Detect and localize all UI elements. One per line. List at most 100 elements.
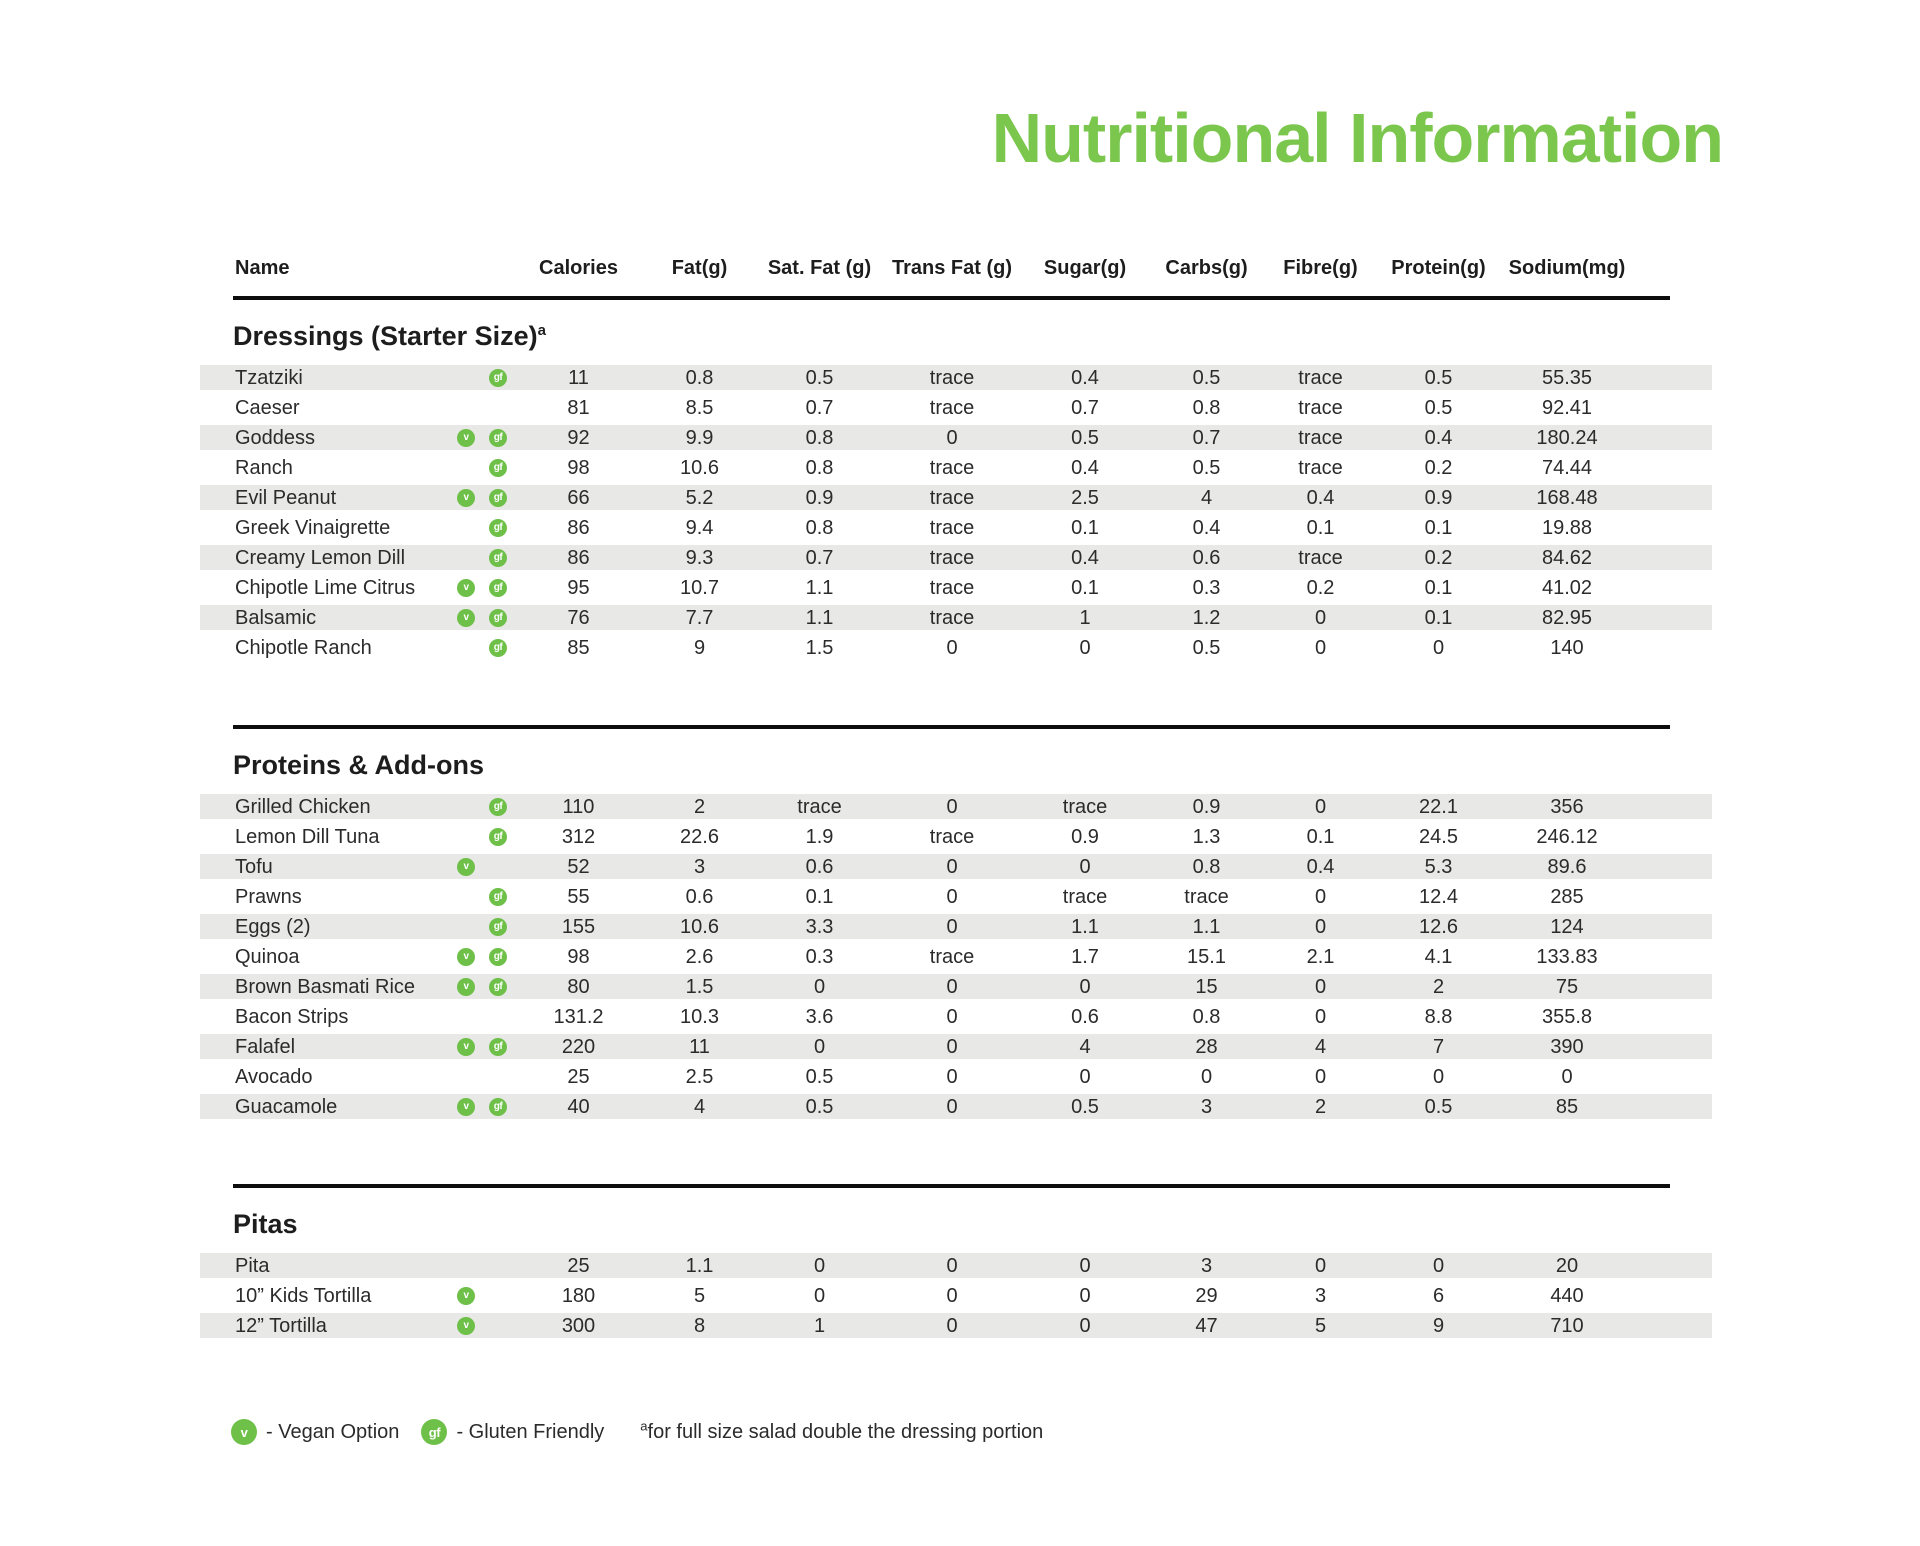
cell-sat_fat: trace — [797, 795, 842, 818]
column-header-sodium: Sodium(mg) — [1508, 256, 1626, 279]
cell-trans_fat: trace — [929, 825, 975, 848]
cell-protein: 0 — [1432, 636, 1445, 659]
cell-sugar: 0 — [1079, 1065, 1091, 1088]
vegan-badge-cell: v — [450, 1287, 482, 1305]
cell-calories: 52 — [567, 855, 590, 878]
cell-fibre: 5 — [1314, 1314, 1327, 1337]
cell-sodium: 710 — [1550, 1314, 1584, 1337]
vegan-badge-cell: v — [450, 978, 482, 996]
gluten-friendly-badge: gf — [489, 798, 507, 816]
cell-sat_fat: 0.7 — [805, 546, 834, 569]
section-heading-footnote-marker: a — [537, 322, 546, 339]
cell-fat: 10.3 — [680, 1005, 719, 1028]
table-row: Evil Peanut v gf 66 5.2 0.9 trace 2.5 4 0.4 0.9 168… — [200, 483, 1712, 513]
cell-carbs: 15 — [1195, 975, 1218, 998]
cell-sodium: 285 — [1550, 885, 1584, 908]
cell-sodium: 440 — [1550, 1284, 1584, 1307]
cell-protein: 0 — [1432, 1254, 1445, 1277]
cell-protein: 0.1 — [1424, 516, 1453, 539]
footnote: afor full size salad double the dressing… — [640, 1419, 1043, 1444]
vegan-badge: v — [457, 948, 475, 966]
item-name: Grilled Chicken — [235, 795, 371, 818]
cell-protein: 12.6 — [1419, 915, 1458, 938]
gluten-friendly-badge: gf — [489, 459, 507, 477]
item-name: Chipotle Lime Citrus — [235, 576, 416, 599]
cell-fat: 9.4 — [685, 516, 714, 539]
cell-fat: 9 — [693, 636, 706, 659]
cell-carbs: 4 — [1200, 486, 1213, 509]
item-name: Bacon Strips — [235, 1005, 349, 1028]
table-row: Avocado 25 2.5 0.5 0 0 0 0 0 0 — [200, 1062, 1712, 1092]
cell-calories: 11 — [568, 366, 589, 389]
cell-sugar: 0.1 — [1071, 516, 1099, 539]
cell-fat: 0.8 — [685, 366, 714, 389]
cell-sugar: 0.4 — [1071, 546, 1099, 569]
cell-carbs: 0.5 — [1192, 456, 1221, 479]
cell-calories: 66 — [567, 486, 590, 509]
vegan-badge-cell: v — [450, 489, 482, 507]
cell-sat_fat: 0.8 — [805, 426, 834, 449]
cell-fibre: 0 — [1314, 795, 1327, 818]
column-header-trans-fat: Trans Fat (g) — [891, 256, 1012, 279]
cell-protein: 9 — [1432, 1314, 1445, 1337]
table-row: Falafel v gf 220 11 0 0 4 28 4 7 390 — [200, 1032, 1712, 1062]
table-row: Eggs (2) gf 155 10.6 3.3 0 1.1 1.1 0 12.6 124 — [200, 912, 1712, 942]
section-heading: Dressings (Starter Size)a — [200, 318, 1712, 354]
cell-trans_fat: trace — [929, 516, 975, 539]
cell-carbs: 15.1 — [1187, 945, 1226, 968]
item-name: Falafel — [235, 1035, 296, 1058]
cell-sodium: 140 — [1550, 636, 1584, 659]
vegan-badge: v — [457, 1098, 475, 1116]
table-row: Quinoa v gf 98 2.6 0.3 trace 1.7 15.1 2.1 4.1 133.8… — [200, 942, 1712, 972]
cell-sugar: 0.5 — [1071, 426, 1099, 449]
vegan-badge: v — [457, 489, 475, 507]
gluten-friendly-badge-cell: gf — [482, 579, 514, 597]
cell-carbs: 0.7 — [1192, 426, 1221, 449]
cell-sat_fat: 0 — [813, 975, 826, 998]
cell-trans_fat: 0 — [946, 1314, 958, 1337]
cell-calories: 180 — [561, 1284, 596, 1307]
header-divider — [233, 296, 1670, 300]
cell-carbs: 3 — [1200, 1254, 1213, 1277]
cell-fat: 1.1 — [685, 1254, 714, 1277]
gluten-friendly-badge-cell: gf — [482, 609, 514, 627]
cell-trans_fat: 0 — [946, 885, 958, 908]
column-header-carbs: Carbs(g) — [1165, 256, 1248, 279]
gluten-friendly-badge-cell: gf — [482, 429, 514, 447]
legend: v - Vegan Option gf - Gluten Friendly af… — [200, 1419, 1712, 1445]
column-header-calories: Calories — [539, 256, 618, 279]
cell-protein: 24.5 — [1419, 825, 1458, 848]
cell-sodium: 124 — [1550, 915, 1584, 938]
section-divider — [233, 725, 1670, 729]
cell-trans_fat: trace — [929, 576, 975, 599]
cell-protein: 0.4 — [1424, 426, 1453, 449]
cell-sodium: 19.88 — [1541, 516, 1593, 539]
section-rows: Tzatziki gf 11 0.8 0.5 trace 0.4 0.5 trace 0.5 55.… — [200, 363, 1712, 663]
cell-sodium: 180.24 — [1536, 426, 1598, 449]
cell-carbs: 29 — [1195, 1284, 1218, 1307]
table-sections: Dressings (Starter Size)a Tzatziki gf 11 0.8… — [200, 318, 1712, 1341]
cell-trans_fat: 0 — [946, 975, 958, 998]
cell-calories: 81 — [567, 396, 590, 419]
cell-trans_fat: 0 — [946, 1254, 958, 1277]
cell-sugar: 4 — [1079, 1035, 1091, 1058]
cell-sat_fat: 3.3 — [805, 915, 834, 938]
table-row: Greek Vinaigrette gf 86 9.4 0.8 trace 0.1 0.4 0.… — [200, 513, 1712, 543]
table-row: Ranch gf 98 10.6 0.8 trace 0.4 0.5 trace 0.2 74.44 — [200, 453, 1712, 483]
cell-fibre: trace — [1298, 396, 1343, 419]
column-header-name: Name — [235, 256, 290, 279]
table-header-row: Name Calories Fat(g) Sat. Fat (g) Trans … — [200, 250, 1712, 286]
cell-trans_fat: trace — [929, 945, 975, 968]
cell-fat: 9.3 — [685, 546, 714, 569]
cell-carbs: 0.4 — [1192, 516, 1221, 539]
table-row: Chipotle Lime Citrus v gf 95 10.7 1.1 trace 0.1… — [200, 573, 1712, 603]
table-row: Lemon Dill Tuna gf 312 22.6 1.9 trace 0.9 1.3 0.… — [200, 822, 1712, 852]
item-name: Chipotle Ranch — [235, 636, 372, 659]
cell-fat: 4 — [693, 1095, 706, 1118]
cell-calories: 80 — [567, 975, 590, 998]
cell-fat: 10.6 — [680, 456, 719, 479]
vegan-badge-cell: v — [450, 1038, 482, 1056]
cell-carbs: 1.3 — [1192, 825, 1221, 848]
cell-sodium: 55.35 — [1541, 366, 1593, 389]
section-divider — [233, 1184, 1670, 1188]
